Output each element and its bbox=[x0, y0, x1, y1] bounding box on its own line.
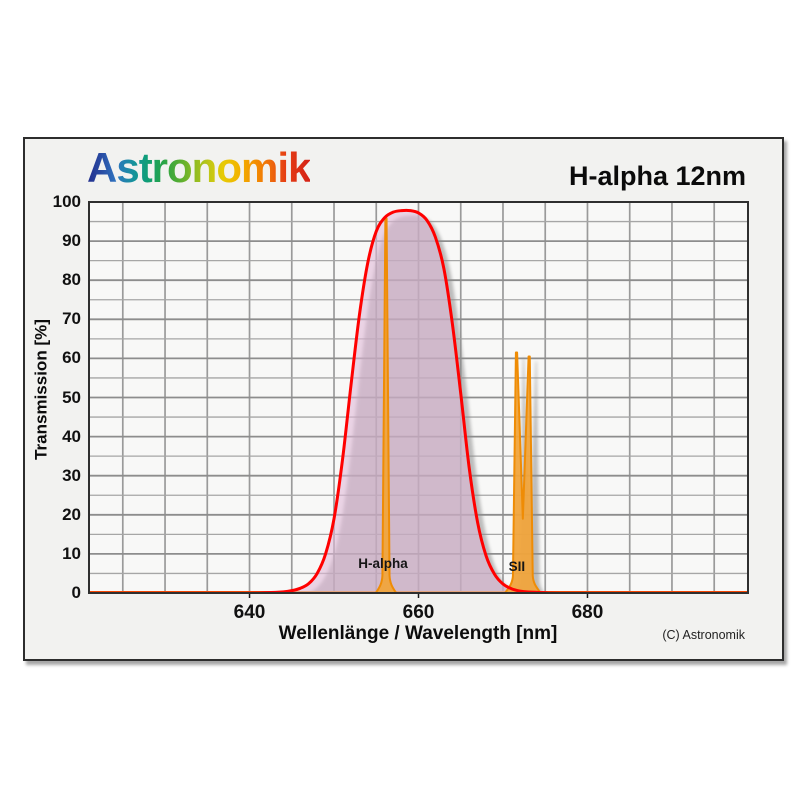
h-alpha-line bbox=[374, 217, 398, 593]
plot-border bbox=[88, 201, 749, 594]
transmission-fill bbox=[89, 210, 748, 593]
chart-card-inner: Astronomik H-alpha 12nm Transmission [%]… bbox=[25, 139, 782, 659]
transmission-curve bbox=[89, 208, 748, 593]
brand-logo: Astronomik bbox=[87, 144, 311, 191]
chart-card: Astronomik H-alpha 12nm Transmission [%]… bbox=[23, 137, 784, 661]
chart-title: H-alpha 12nm bbox=[568, 161, 746, 191]
transmission-chart bbox=[88, 201, 749, 598]
plot-content bbox=[89, 202, 748, 593]
